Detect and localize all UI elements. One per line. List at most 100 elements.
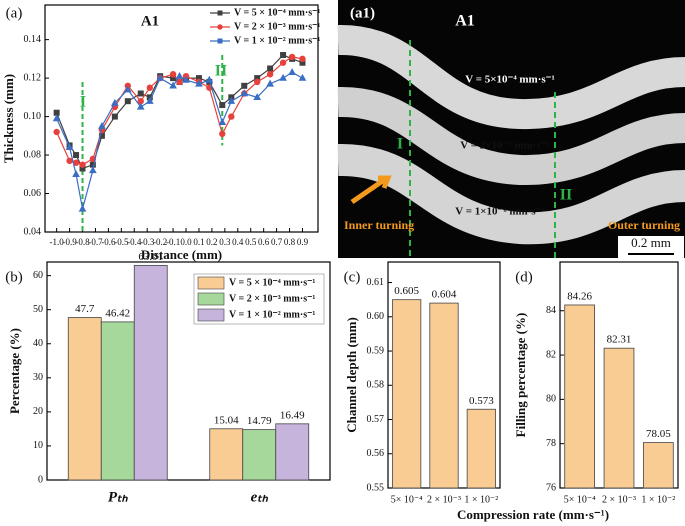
x-tick-label: 0.3 [219, 237, 231, 247]
annotation: A1 [141, 13, 159, 29]
y-tick-label: 0.61 [367, 277, 385, 288]
value-label: 16.49 [280, 409, 305, 421]
y-tick-label: 0.56 [367, 448, 385, 459]
x-axis-label: Distance (mm) [141, 247, 222, 262]
x-tick-label: 0.4 [232, 237, 244, 247]
point [219, 130, 226, 138]
x-tick-label: 0.6 [258, 237, 270, 247]
point [279, 73, 287, 81]
y-tick-label: 20 [33, 406, 43, 417]
point [136, 102, 145, 110]
y-tick-label: 0.58 [367, 380, 385, 391]
point [182, 75, 190, 83]
point [279, 59, 287, 66]
value-label: 0.573 [469, 395, 494, 407]
point [227, 96, 236, 104]
band-label: V = 5×10⁻⁴ mm·s⁻¹ [465, 74, 555, 86]
bar [133, 264, 168, 481]
point [53, 128, 60, 136]
point [73, 152, 80, 159]
panel-label: (c) [344, 269, 361, 285]
bar [67, 317, 102, 481]
y-tick-label: 50 [33, 304, 43, 315]
panel-label: (b) [5, 269, 23, 285]
y-tick-label: 30 [33, 372, 43, 383]
x-tick-label: 5× 10⁻⁴ [391, 494, 423, 505]
point [280, 52, 287, 59]
point [175, 71, 184, 79]
bar [603, 347, 635, 489]
x-tick-label: 2 × 10⁻³ [602, 494, 636, 505]
x-tick-label: 2 × 10⁻³ [427, 494, 461, 505]
point [253, 78, 261, 86]
y-tick-label: 0.60 [367, 311, 385, 322]
point [146, 84, 154, 91]
bar [100, 321, 135, 481]
y-tick-label: 84 [546, 305, 556, 316]
band [337, 143, 685, 245]
value-label: 0.604 [432, 289, 457, 301]
bar [564, 304, 596, 489]
legend-label: V = 1 × 10⁻² mm·s⁻¹ [234, 35, 320, 46]
y-axis-label: Thickness (mm) [1, 74, 16, 163]
bar [642, 442, 674, 489]
value-label: 14.79 [247, 415, 272, 427]
x-tick-label: -0.7 [88, 237, 103, 247]
point [52, 114, 61, 122]
point [288, 53, 296, 61]
point [111, 98, 119, 106]
x-tick-label: eₜₕ [251, 489, 269, 505]
x-tick-label: -1.0 [50, 237, 65, 247]
y-tick-label: 0.08 [24, 149, 42, 160]
x-tick-label: -0.1 [166, 237, 180, 247]
legend-label: V = 5 × 10⁻⁴ mm·s⁻¹ [229, 277, 315, 288]
point [98, 121, 106, 129]
legend-label: V = 5 × 10⁻⁴ mm·s⁻¹ [234, 7, 320, 18]
bar [429, 302, 459, 489]
point [169, 81, 177, 89]
x-tick-label: -0.4 [127, 237, 142, 247]
point [111, 113, 118, 120]
scale-box [618, 236, 684, 258]
x-tick-label: 0.7 [271, 237, 283, 247]
legend-symbol [217, 38, 223, 44]
y-tick-label: 0.14 [24, 34, 42, 45]
point [253, 93, 262, 101]
panel-label: (a1) [350, 5, 375, 21]
bar [209, 428, 244, 481]
y-tick-label: 0.04 [24, 226, 42, 237]
x-tick-label: -0.3 [140, 237, 155, 247]
plot-frame [44, 4, 319, 233]
value-label: 82.31 [607, 334, 632, 346]
y-tick-label: 0.59 [367, 345, 385, 356]
point [266, 79, 274, 87]
point [156, 73, 165, 81]
x-tick-label: -0.6 [101, 237, 116, 247]
y-tick-label: 0 [38, 474, 43, 485]
y-tick-label: 76 [546, 482, 556, 493]
plot-frame [46, 261, 331, 481]
legend-label: V = 1 × 10⁻² mm·s⁻¹ [229, 309, 315, 320]
y-tick-label: 0.55 [367, 482, 385, 493]
x-tick-label: 0.0 [180, 237, 192, 247]
y-tick-label: 40 [33, 338, 43, 349]
x-tick-label: Pₜₕ [108, 489, 129, 505]
point [137, 90, 144, 97]
value-label: 46.42 [105, 307, 130, 319]
marker-label: I [397, 136, 403, 153]
y-tick-label: 60 [33, 270, 43, 281]
value-label: 84.26 [567, 291, 592, 303]
y-axis-label: Filling percentage (%) [513, 313, 528, 438]
panel-label: (a) [6, 5, 23, 21]
legend-label: V = 2 × 10⁻³ mm·s⁻¹ [229, 293, 315, 304]
x-tick-label: -0.2 [153, 237, 167, 247]
point [65, 143, 74, 151]
point [267, 65, 274, 72]
point [169, 71, 177, 78]
bar [275, 423, 310, 481]
x-tick-label: -0.5 [114, 237, 129, 247]
x-tick-label: 0.8 [284, 237, 296, 247]
legend-label: V = 2 × 10⁻³ mm·s⁻¹ [234, 21, 320, 32]
y-tick-label: 80 [546, 394, 556, 405]
band-label: V = 1×10⁻² mm·s⁻¹ [455, 206, 545, 218]
